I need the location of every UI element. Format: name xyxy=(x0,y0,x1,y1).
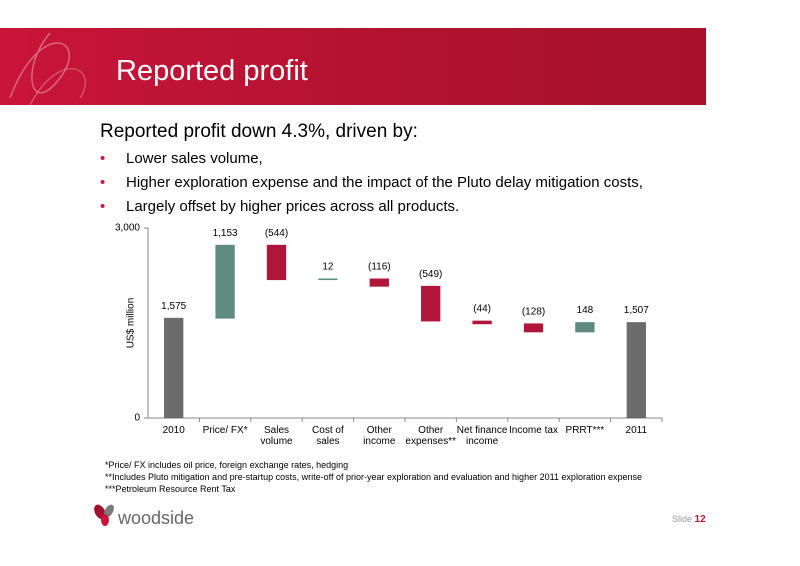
x-tick-label: Other income xyxy=(363,425,396,447)
logo-mark xyxy=(94,504,114,526)
y-tick-label: 0 xyxy=(134,413,140,424)
data-label: 148 xyxy=(577,305,594,316)
data-label: 1,507 xyxy=(624,305,649,316)
x-tick-label: PRRT*** xyxy=(565,425,605,436)
bar xyxy=(369,278,389,287)
data-label: (549) xyxy=(419,269,442,280)
bar xyxy=(266,244,287,281)
data-label: 12 xyxy=(322,262,334,273)
x-tick-label: Income tax xyxy=(509,425,558,436)
logo: woodside xyxy=(118,508,195,528)
x-tick-label: Sales volume xyxy=(260,425,293,447)
bar xyxy=(215,244,235,319)
y-tick-label: 3,000 xyxy=(115,223,140,234)
bar xyxy=(523,323,544,333)
banner-decoration xyxy=(9,32,86,105)
header-banner xyxy=(0,28,706,105)
data-label: 1,153 xyxy=(213,228,238,239)
data-label: (544) xyxy=(265,228,288,239)
headline: Reported profit down 4.3%, driven by: xyxy=(100,121,418,142)
x-tick-label: 2010 xyxy=(162,425,185,436)
bullet: Lower sales volume, xyxy=(100,150,263,167)
bullet: Higher exploration expense and the impac… xyxy=(100,174,643,191)
data-label: (128) xyxy=(522,306,545,317)
bullet: Largely offset by higher prices across a… xyxy=(100,198,459,215)
bar xyxy=(575,322,595,333)
data-label: 1,575 xyxy=(161,301,186,312)
data-label: (44) xyxy=(473,304,491,315)
footnote: ***Petroleum Resource Rent Tax xyxy=(105,484,236,494)
bar xyxy=(472,320,492,325)
bar xyxy=(164,317,184,419)
x-tick-label: Price/ FX* xyxy=(202,425,248,436)
x-tick-label: Cost of sales xyxy=(312,425,344,447)
y-axis-label: US$ million xyxy=(126,298,137,349)
slide-label: Slide xyxy=(672,514,693,524)
footnote: **Includes Pluto mitigation and pre-star… xyxy=(105,472,642,482)
x-tick-label: 2011 xyxy=(625,425,648,436)
bar xyxy=(318,278,338,281)
x-tick-label: Other expenses** xyxy=(405,425,456,447)
bar xyxy=(626,322,646,419)
data-label: (116) xyxy=(368,262,391,273)
bar xyxy=(421,285,441,322)
slide-title: Reported profit xyxy=(116,55,308,87)
footnote: *Price/ FX includes oil price, foreign e… xyxy=(105,460,349,470)
slide-number: Slide 12 xyxy=(672,514,706,525)
slide-number-value: 12 xyxy=(694,514,706,525)
x-tick-label: Net finance income xyxy=(456,425,508,447)
